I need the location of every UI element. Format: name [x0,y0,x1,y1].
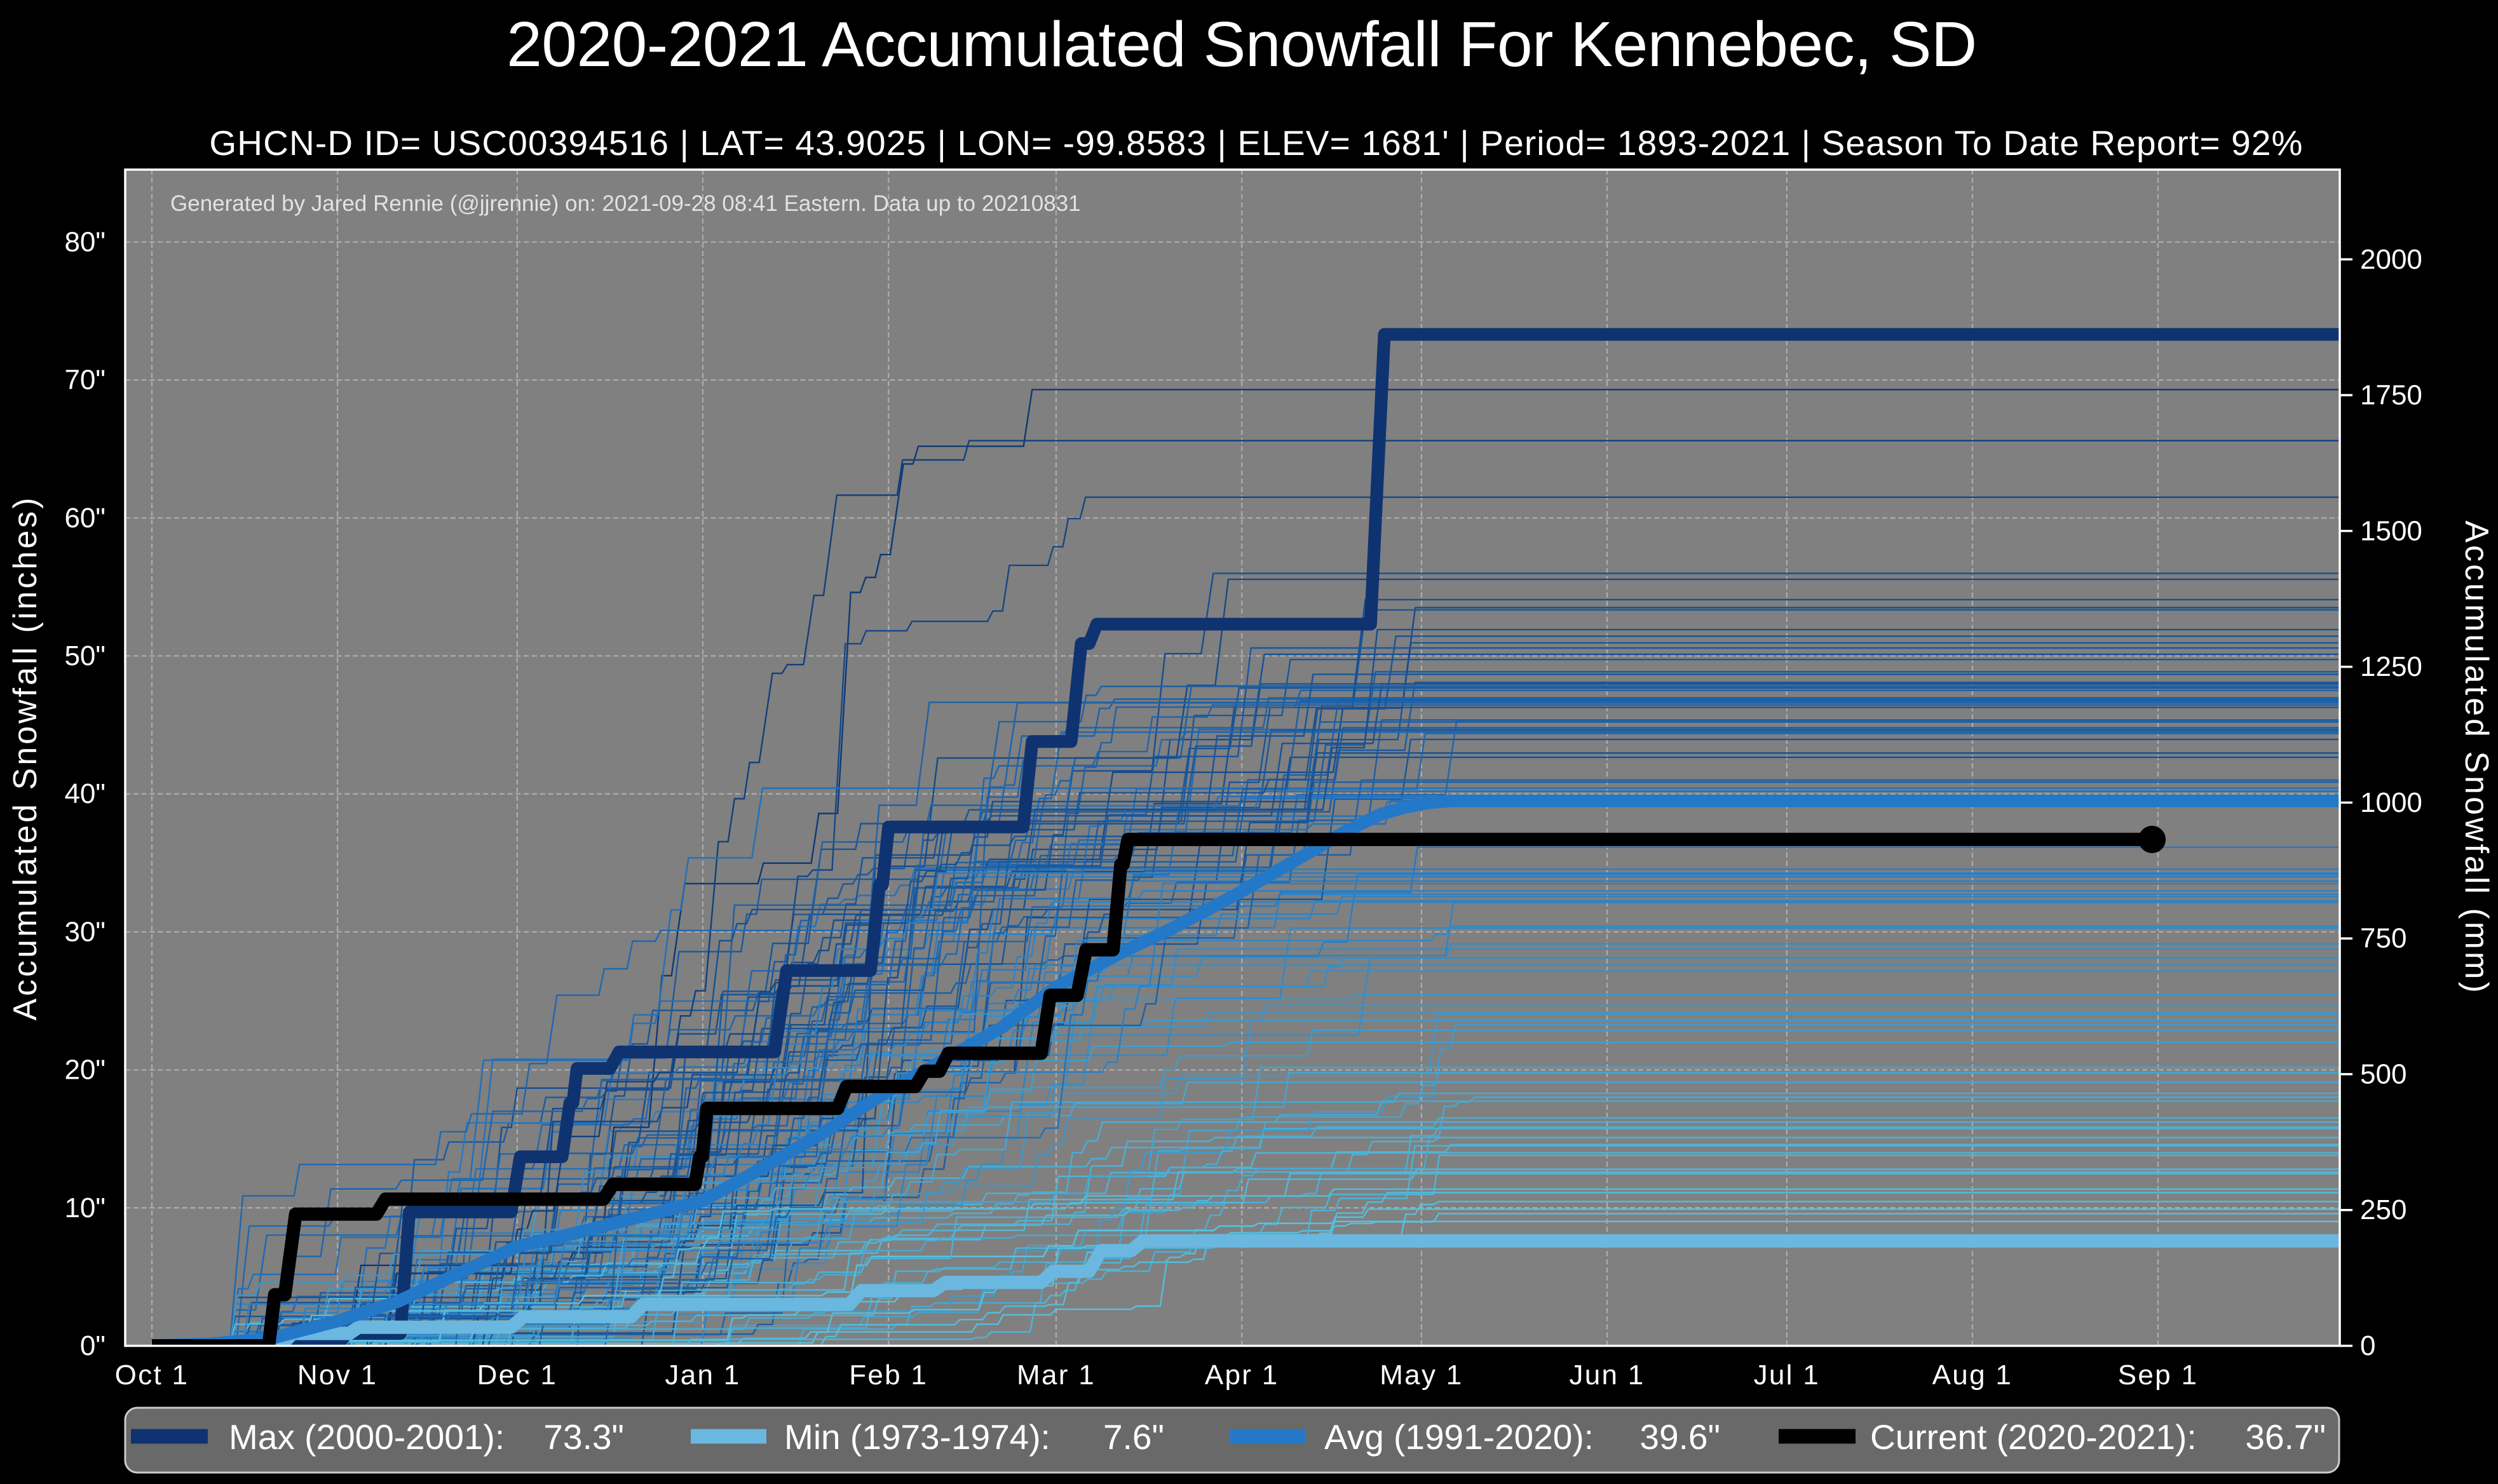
svg-text:Generated by Jared Rennie (@jj: Generated by Jared Rennie (@jjrennie) on… [170,191,1081,216]
svg-text:1500: 1500 [2360,515,2422,546]
svg-text:750: 750 [2360,923,2406,954]
svg-text:0: 0 [2360,1330,2375,1361]
svg-text:10": 10" [64,1192,105,1224]
svg-text:Oct 1: Oct 1 [115,1359,189,1391]
svg-text:1250: 1250 [2360,651,2422,682]
svg-text:Aug 1: Aug 1 [1932,1359,2013,1391]
svg-text:1000: 1000 [2360,787,2422,818]
svg-text:Mar 1: Mar 1 [1017,1359,1096,1391]
svg-text:73.3": 73.3" [543,1417,624,1457]
svg-text:Apr 1: Apr 1 [1205,1359,1279,1391]
svg-text:Avg (1991-2020):: Avg (1991-2020): [1324,1417,1594,1457]
svg-text:2000: 2000 [2360,244,2422,275]
svg-text:250: 250 [2360,1194,2406,1225]
svg-text:Jun 1: Jun 1 [1569,1359,1645,1391]
svg-text:36.7": 36.7" [2245,1417,2326,1457]
svg-text:40": 40" [64,778,105,809]
svg-text:2020-2021 Accumulated Snowfall: 2020-2021 Accumulated Snowfall For Kenne… [506,9,1977,80]
svg-text:30": 30" [64,916,105,947]
svg-text:Nov 1: Nov 1 [297,1359,377,1391]
svg-text:70": 70" [64,365,105,396]
svg-text:GHCN-D ID= USC00394516 | LAT=: GHCN-D ID= USC00394516 | LAT= 43.9025 | … [209,123,2303,163]
svg-text:20": 20" [64,1055,105,1086]
svg-text:0": 0" [80,1330,105,1361]
svg-text:Jul 1: Jul 1 [1754,1359,1820,1391]
svg-text:Current (2020-2021):: Current (2020-2021): [1870,1417,2197,1457]
svg-text:1750: 1750 [2360,380,2422,411]
svg-text:500: 500 [2360,1058,2406,1089]
svg-text:60": 60" [64,503,105,534]
svg-text:Dec 1: Dec 1 [477,1359,557,1391]
svg-text:50": 50" [64,640,105,671]
svg-text:Feb 1: Feb 1 [849,1359,928,1391]
svg-text:39.6": 39.6" [1639,1417,1720,1457]
svg-text:Accumulated Snowfall (inches): Accumulated Snowfall (inches) [7,496,44,1021]
svg-text:May 1: May 1 [1380,1359,1463,1391]
svg-text:Max (2000-2001):: Max (2000-2001): [229,1417,505,1457]
svg-text:Sep 1: Sep 1 [2118,1359,2198,1391]
svg-text:7.6": 7.6" [1103,1417,1164,1457]
svg-text:Accumulated Snowfall (mm): Accumulated Snowfall (mm) [2458,520,2495,995]
svg-text:Min (1973-1974):: Min (1973-1974): [784,1417,1050,1457]
svg-text:80": 80" [64,226,105,257]
svg-text:Jan 1: Jan 1 [665,1359,740,1391]
